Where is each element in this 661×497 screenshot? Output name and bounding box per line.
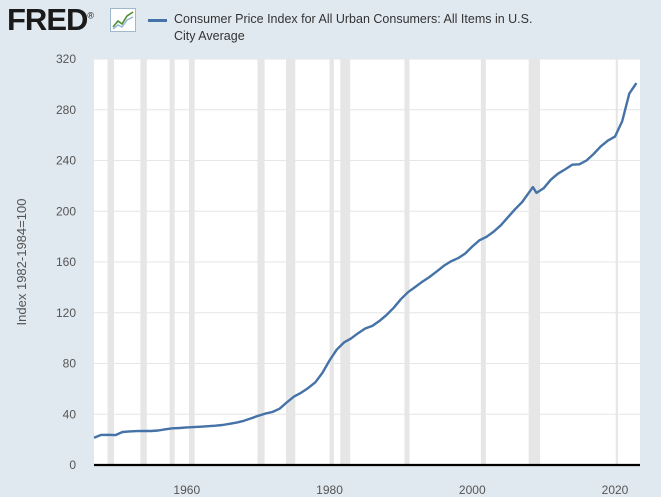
y-axis-title: Index 1982-1984=100 xyxy=(14,199,29,326)
legend-swatch xyxy=(148,19,167,22)
x-tick-label-2000: 2000 xyxy=(459,483,486,497)
cpi-series-line[interactable] xyxy=(93,82,638,439)
y-tick-label-160: 160 xyxy=(56,255,76,269)
y-tick-label-200: 200 xyxy=(56,204,76,218)
fred-line-chart-icon xyxy=(110,8,136,32)
y-axis-tick-labels: 0 40 80 120 160 200 240 280 320 xyxy=(56,52,76,472)
x-axis-tick-labels: 1960 1980 2000 2020 xyxy=(173,483,628,497)
fred-registered-mark: ® xyxy=(87,10,94,21)
y-tick-label-280: 280 xyxy=(56,103,76,117)
x-tick-label-1960: 1960 xyxy=(173,483,200,497)
y-tick-label-40: 40 xyxy=(63,407,77,421)
y-tick-label-320: 320 xyxy=(56,52,76,66)
y-tick-label-240: 240 xyxy=(56,154,76,168)
chart-header: FRED® Consumer Price Index for All Urban… xyxy=(0,0,661,50)
fred-logo[interactable]: FRED® xyxy=(7,2,94,38)
x-tick-label-1980: 1980 xyxy=(316,483,343,497)
y-tick-label-80: 80 xyxy=(63,357,77,371)
y-tick-label-120: 120 xyxy=(56,306,76,320)
legend-series-label[interactable]: Consumer Price Index for All Urban Consu… xyxy=(174,12,533,43)
y-tick-label-0: 0 xyxy=(69,458,76,472)
x-tick-label-2020: 2020 xyxy=(602,483,629,497)
horizontal-gridlines xyxy=(94,58,640,415)
fred-logo-text: FRED xyxy=(7,2,88,37)
